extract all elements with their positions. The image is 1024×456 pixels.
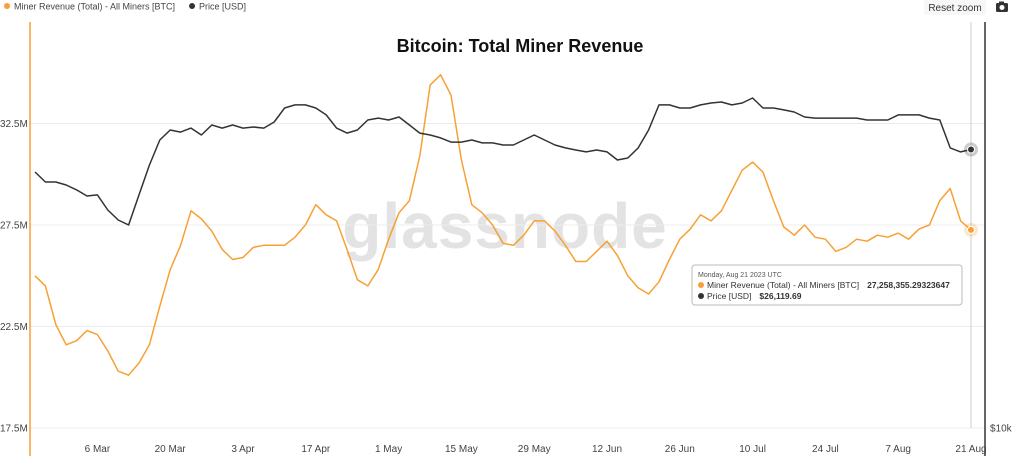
x-tick-label: 12 Jun xyxy=(592,444,622,455)
hover-point xyxy=(967,145,975,154)
tooltip-line: Miner Revenue (Total) - All Miners [BTC]… xyxy=(707,280,950,290)
camera-lens[interactable] xyxy=(999,5,1005,10)
tooltip-line: Price [USD] $26,119.69 xyxy=(707,291,802,301)
x-tick-label: 17 Apr xyxy=(301,444,331,455)
chart-title: Bitcoin: Total Miner Revenue xyxy=(397,36,644,56)
tooltip-value: $26,119.69 xyxy=(759,291,801,301)
y2-tick-label: $10k xyxy=(990,424,1013,435)
tooltip-box xyxy=(691,264,963,306)
x-tick-label: 21 Aug xyxy=(955,444,986,455)
x-tick-label: 10 Jul xyxy=(739,444,766,455)
y-tick-label: 17.5M xyxy=(0,424,28,435)
tooltip-series-name: Miner Revenue (Total) - All Miners [BTC] xyxy=(707,280,859,290)
export-button[interactable] xyxy=(996,1,1008,13)
tooltip-marker xyxy=(698,282,704,288)
x-tick-label: 1 May xyxy=(375,444,402,455)
tooltip-value: 27,258,355.29323647 xyxy=(867,280,950,290)
legend-marker xyxy=(4,3,10,9)
watermark: glassnode xyxy=(342,190,668,262)
x-tick-label: 3 Apr xyxy=(231,444,255,455)
button-label[interactable]: Reset zoom xyxy=(928,3,981,14)
hover-point xyxy=(967,225,975,234)
y-tick-label: 32.5M xyxy=(0,119,28,130)
x-tick-label: 15 May xyxy=(445,444,478,455)
y-tick-label: 27.5M xyxy=(0,221,28,232)
legend-label: Miner Revenue (Total) - All Miners [BTC] xyxy=(14,2,175,12)
y-tick-label: 22.5M xyxy=(0,322,28,333)
x-tick-label: 24 Jul xyxy=(812,444,839,455)
series-line xyxy=(34,97,972,226)
reset-zoom-button[interactable]: Reset zoom xyxy=(924,0,986,15)
button-background[interactable] xyxy=(924,0,986,15)
tooltip-series-name: Price [USD] xyxy=(707,291,751,301)
tooltip-date: Monday, Aug 21 2023 UTC xyxy=(698,272,782,279)
x-tick-label: 29 May xyxy=(518,444,551,455)
legend-marker xyxy=(189,3,196,9)
x-tick-label: 20 Mar xyxy=(155,444,187,455)
series-line xyxy=(34,74,972,376)
tooltip-marker xyxy=(698,293,704,299)
legend-label: Price [USD] xyxy=(199,2,246,12)
x-tick-label: 7 Aug xyxy=(885,444,911,455)
camera-top[interactable] xyxy=(999,1,1004,5)
x-tick-label: 6 Mar xyxy=(85,444,111,455)
x-tick-label: 26 Jun xyxy=(665,444,695,455)
